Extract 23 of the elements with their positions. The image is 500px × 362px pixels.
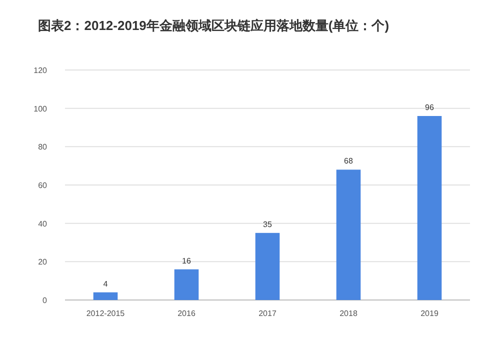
bar — [93, 292, 118, 300]
y-tick-label: 100 — [34, 104, 48, 114]
data-label: 35 — [263, 220, 272, 229]
x-tick-label: 2019 — [420, 309, 439, 318]
y-tick-label: 60 — [38, 181, 48, 190]
y-tick-label: 120 — [34, 66, 48, 75]
y-tick-label: 40 — [38, 219, 48, 228]
bar — [417, 116, 442, 300]
bar — [174, 269, 199, 300]
chart-title: 图表2：2012-2019年金融领域区块链应用落地数量(单位：个) — [38, 18, 390, 33]
data-label: 96 — [425, 103, 434, 112]
bar — [336, 170, 361, 300]
y-tick-label: 0 — [42, 296, 48, 305]
data-label: 4 — [103, 279, 108, 288]
bar — [255, 232, 280, 300]
x-tick-label: 2018 — [340, 309, 358, 318]
x-tick-label: 2012-2015 — [86, 309, 126, 318]
y-tick-label: 20 — [38, 258, 48, 267]
y-tick-label: 80 — [38, 142, 48, 152]
x-tick-label: 2017 — [258, 309, 277, 318]
data-label: 16 — [182, 256, 192, 266]
data-label: 68 — [344, 156, 354, 166]
x-tick-label: 2016 — [178, 309, 196, 318]
